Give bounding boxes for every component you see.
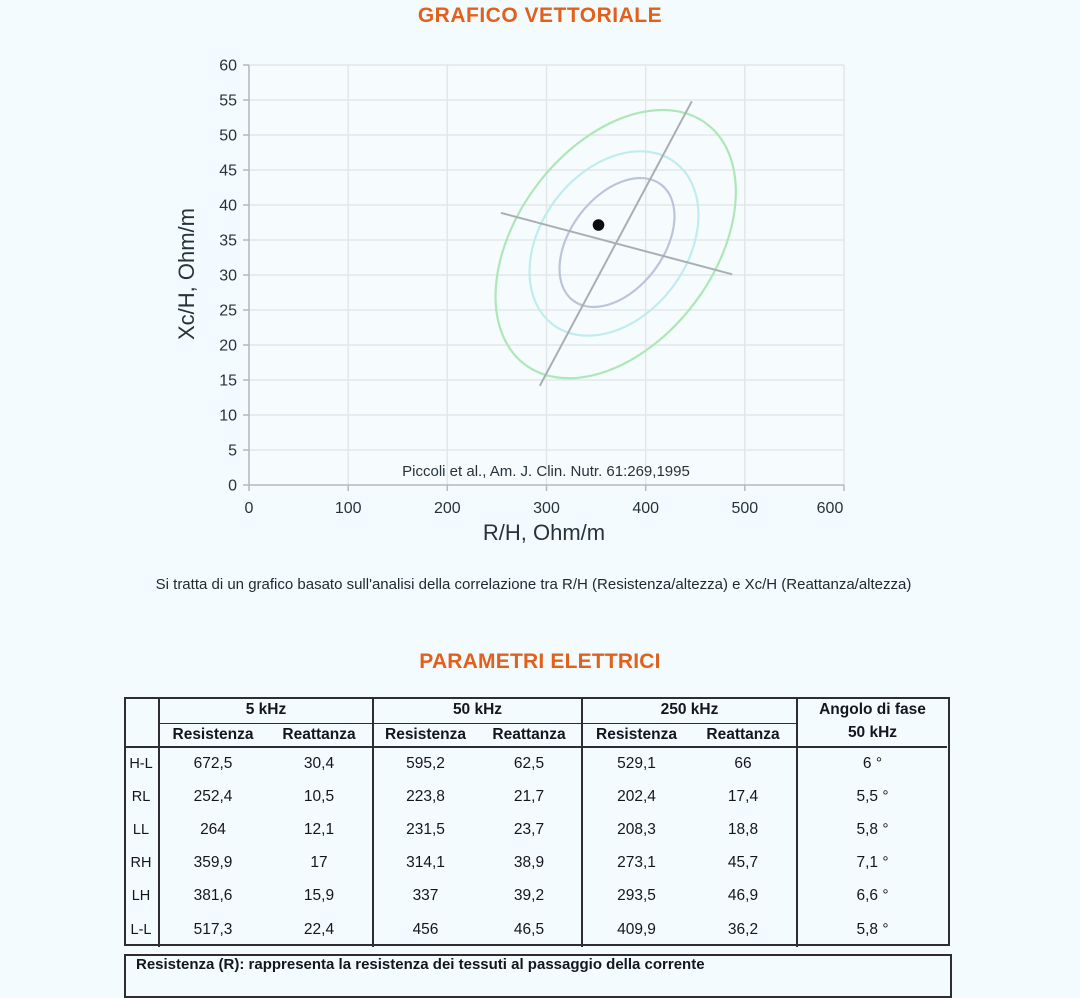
svg-text:Piccoli et al., Am. J. Clin. N: Piccoli et al., Am. J. Clin. Nutr. 61:26…	[402, 463, 690, 480]
svg-text:R/H, Ohm/m: R/H, Ohm/m	[483, 520, 605, 545]
svg-text:15: 15	[219, 373, 237, 390]
svg-text:5: 5	[228, 443, 237, 460]
svg-text:25: 25	[219, 303, 237, 320]
svg-text:40: 40	[219, 198, 237, 215]
svg-text:55: 55	[219, 93, 237, 110]
svg-text:Xc/H, Ohm/m: Xc/H, Ohm/m	[174, 208, 199, 340]
svg-text:600: 600	[817, 500, 844, 517]
svg-text:10: 10	[219, 408, 237, 425]
svg-text:45: 45	[219, 163, 237, 180]
svg-text:35: 35	[219, 233, 237, 250]
svg-text:400: 400	[632, 500, 659, 517]
svg-text:60: 60	[219, 58, 237, 75]
svg-text:20: 20	[219, 338, 237, 355]
svg-text:30: 30	[219, 268, 237, 285]
svg-text:200: 200	[434, 500, 461, 517]
svg-text:50: 50	[219, 128, 237, 145]
svg-text:300: 300	[533, 500, 560, 517]
svg-text:100: 100	[335, 500, 362, 517]
svg-text:500: 500	[731, 500, 758, 517]
svg-text:0: 0	[245, 500, 254, 517]
svg-text:0: 0	[228, 478, 237, 495]
